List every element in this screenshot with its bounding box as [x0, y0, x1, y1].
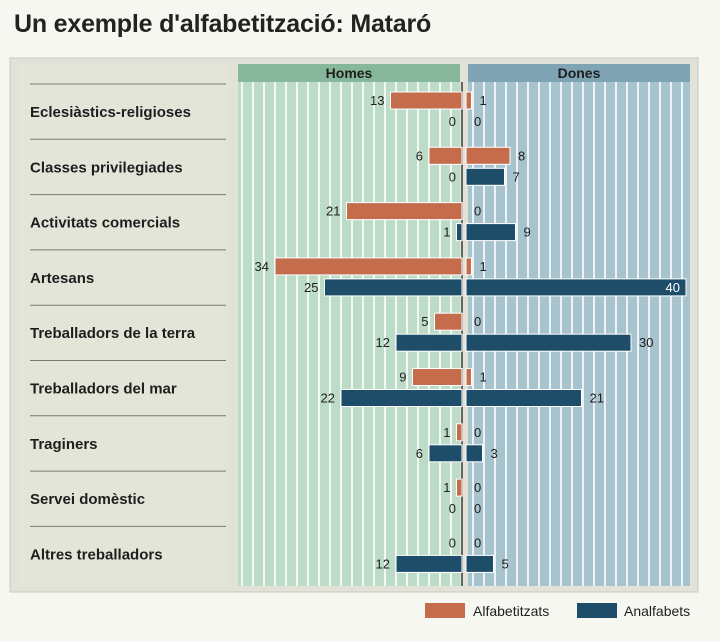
- bar-alfabetitzats-homes: [390, 91, 463, 110]
- data-label-alfabetitzats-dones: 0: [474, 425, 481, 440]
- chart-title: Un exemple d'alfabetització: Mataró: [14, 10, 432, 38]
- homes-header-label: Homes: [326, 65, 373, 81]
- bar-alfabetitzats-homes: [456, 423, 463, 442]
- bar-alfabetitzats-homes: [412, 368, 463, 386]
- data-label-alfabetitzats-homes: 6: [416, 148, 423, 163]
- bar-alfabetitzats-homes: [428, 146, 463, 165]
- data-label-analfabets-dones: 30: [639, 335, 653, 350]
- data-label-alfabetitzats-homes: 0: [449, 535, 456, 550]
- data-label-alfabetitzats-dones: 0: [474, 480, 481, 495]
- category-label: Traginers: [30, 436, 98, 453]
- data-label-analfabets-dones: 9: [524, 225, 531, 240]
- legend-swatch-alfabetitzats: [425, 603, 465, 618]
- bar-alfabetitzats-dones: [465, 91, 472, 110]
- bar-analfabets-dones: [465, 444, 483, 463]
- data-label-analfabets-homes: 0: [449, 501, 456, 516]
- bar-analfabets-dones: [465, 554, 494, 573]
- legend-label-analfabets: Analfabets: [624, 603, 690, 619]
- dones-header-label: Dones: [558, 65, 601, 81]
- data-label-alfabetitzats-homes: 1: [443, 425, 450, 440]
- data-label-alfabetitzats-dones: 1: [480, 93, 487, 108]
- bar-alfabetitzats-homes: [346, 202, 463, 221]
- data-label-alfabetitzats-homes: 34: [255, 259, 269, 274]
- bar-analfabets-homes: [456, 223, 463, 242]
- data-label-analfabets-homes: 12: [376, 556, 390, 571]
- data-label-alfabetitzats-homes: 21: [326, 204, 340, 219]
- data-label-alfabetitzats-dones: 8: [518, 148, 525, 163]
- data-label-alfabetitzats-dones: 0: [474, 314, 481, 329]
- dones-header-bg: [468, 64, 690, 82]
- bar-analfabets-dones: [465, 167, 505, 186]
- bar-alfabetitzats-homes: [274, 257, 463, 276]
- data-label-analfabets-homes: 25: [304, 280, 318, 295]
- category-label: Artesans: [30, 270, 94, 287]
- bar-analfabets-homes: [340, 389, 463, 407]
- bar-analfabets-dones: [465, 389, 582, 407]
- bar-alfabetitzats-homes: [434, 312, 463, 331]
- legend-label-alfabetitzats: Alfabetitzats: [473, 603, 549, 619]
- data-label-alfabetitzats-homes: 9: [399, 370, 406, 385]
- homes-header-bg: [238, 64, 460, 82]
- bar-analfabets-homes: [428, 444, 463, 463]
- bar-analfabets-dones: [465, 333, 632, 352]
- data-label-analfabets-dones: 3: [491, 446, 498, 461]
- category-label: Classes privilegiades: [30, 159, 183, 176]
- data-label-analfabets-homes: 1: [443, 225, 450, 240]
- category-label: Eclesiàstics-religioses: [30, 104, 191, 121]
- category-label: Servei domèstic: [30, 491, 145, 508]
- bar-alfabetitzats-homes: [456, 478, 463, 497]
- category-label: Altres treballadors: [30, 546, 163, 563]
- bar-analfabets-dones: [465, 278, 687, 297]
- data-label-alfabetitzats-homes: 1: [443, 480, 450, 495]
- data-label-alfabetitzats-dones: 0: [474, 204, 481, 219]
- data-label-analfabets-dones: 21: [590, 391, 604, 406]
- data-label-analfabets-homes: 6: [416, 446, 423, 461]
- category-label: Activitats comercials: [30, 215, 180, 232]
- data-label-alfabetitzats-homes: 13: [370, 93, 384, 108]
- category-label: Treballadors de la terra: [30, 325, 196, 342]
- data-label-analfabets-dones: 5: [502, 556, 509, 571]
- data-label-analfabets-dones: 0: [474, 501, 481, 516]
- data-label-analfabets-homes: 22: [321, 391, 335, 406]
- data-label-alfabetitzats-dones: 1: [480, 259, 487, 274]
- bar-alfabetitzats-dones: [465, 257, 472, 276]
- data-label-analfabets-dones: 0: [474, 114, 481, 129]
- category-label: Treballadors del mar: [30, 381, 177, 398]
- label-column: [18, 64, 228, 586]
- bar-analfabets-homes: [395, 554, 463, 573]
- data-label-alfabetitzats-homes: 5: [421, 314, 428, 329]
- data-label-analfabets-homes: 0: [449, 114, 456, 129]
- dones-panel: [468, 64, 690, 586]
- data-label-analfabets-dones: 40: [666, 280, 680, 295]
- bar-analfabets-homes: [395, 333, 463, 352]
- data-label-alfabetitzats-dones: 0: [474, 535, 481, 550]
- bar-analfabets-homes: [324, 278, 463, 297]
- bar-analfabets-dones: [465, 223, 516, 242]
- data-label-analfabets-dones: 7: [513, 169, 520, 184]
- bar-alfabetitzats-dones: [465, 146, 511, 165]
- data-label-analfabets-homes: 0: [449, 169, 456, 184]
- data-label-alfabetitzats-dones: 1: [480, 370, 487, 385]
- bar-alfabetitzats-dones: [465, 368, 472, 386]
- data-label-analfabets-homes: 12: [376, 335, 390, 350]
- legend-swatch-analfabets: [577, 603, 617, 618]
